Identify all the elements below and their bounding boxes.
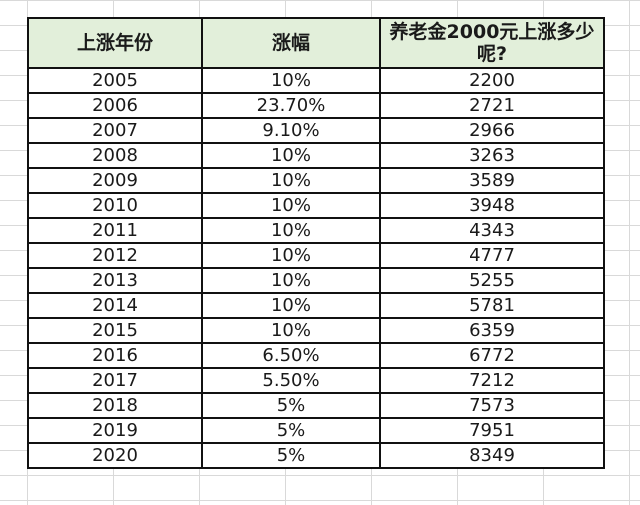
increase-rate-cell[interactable]: 5% [201, 442, 381, 469]
year-cell[interactable]: 2020 [27, 442, 203, 469]
increase-rate-cell[interactable]: 10% [201, 217, 381, 244]
increase-rate-cell[interactable]: 10% [201, 67, 381, 94]
pension-amount-cell[interactable]: 7951 [379, 417, 605, 444]
pension-amount-cell[interactable]: 3263 [379, 142, 605, 169]
pension-amount-cell[interactable]: 8349 [379, 442, 605, 469]
table-row: 2005 10% 2200 [27, 67, 605, 94]
increase-rate-cell[interactable]: 23.70% [201, 92, 381, 119]
pension-amount-cell[interactable]: 6772 [379, 342, 605, 369]
increase-rate-cell[interactable]: 10% [201, 192, 381, 219]
increase-rate-cell[interactable]: 5% [201, 392, 381, 419]
pension-amount-cell[interactable]: 3589 [379, 167, 605, 194]
table-row: 2013 10% 5255 [27, 267, 605, 294]
increase-rate-cell[interactable]: 10% [201, 267, 381, 294]
pension-amount-cell[interactable]: 5255 [379, 267, 605, 294]
table-row: 2006 23.70% 2721 [27, 92, 605, 119]
table-row: 2019 5% 7951 [27, 417, 605, 444]
year-cell[interactable]: 2009 [27, 167, 203, 194]
table-row: 2014 10% 5781 [27, 292, 605, 319]
increase-rate-cell[interactable]: 6.50% [201, 342, 381, 369]
increase-rate-cell[interactable]: 10% [201, 317, 381, 344]
year-cell[interactable]: 2008 [27, 142, 203, 169]
increase-rate-cell[interactable]: 5% [201, 417, 381, 444]
table-row: 2017 5.50% 7212 [27, 367, 605, 394]
year-cell[interactable]: 2016 [27, 342, 203, 369]
pension-amount-cell[interactable]: 4777 [379, 242, 605, 269]
pension-amount-cell[interactable]: 2200 [379, 67, 605, 94]
table-body: 2005 10% 2200 2006 23.70% 2721 2007 9.10% 2966 20… [27, 67, 605, 469]
increase-rate-cell[interactable]: 9.10% [201, 117, 381, 144]
year-cell[interactable]: 2007 [27, 117, 203, 144]
header-cell-year[interactable]: 上涨年份 [27, 17, 203, 69]
header-cell-increase-rate[interactable]: 涨幅 [201, 17, 381, 69]
table-row: 2018 5% 7573 [27, 392, 605, 419]
table-row: 2012 10% 4777 [27, 242, 605, 269]
pension-amount-cell[interactable]: 2721 [379, 92, 605, 119]
pension-amount-cell[interactable]: 2966 [379, 117, 605, 144]
pension-amount-cell[interactable]: 5781 [379, 292, 605, 319]
year-cell[interactable]: 2011 [27, 217, 203, 244]
header-cell-pension-amount[interactable]: 养老金2000元上涨多少呢? [379, 17, 605, 69]
year-cell[interactable]: 2012 [27, 242, 203, 269]
year-cell[interactable]: 2019 [27, 417, 203, 444]
year-cell[interactable]: 2010 [27, 192, 203, 219]
increase-rate-cell[interactable]: 10% [201, 142, 381, 169]
table-row: 2011 10% 4343 [27, 217, 605, 244]
pension-amount-cell[interactable]: 7212 [379, 367, 605, 394]
table-row: 2009 10% 3589 [27, 167, 605, 194]
pension-increase-table: 上涨年份 涨幅 养老金2000元上涨多少呢? 2005 10% 2200 2006 23… [27, 17, 605, 469]
table-row: 2016 6.50% 6772 [27, 342, 605, 369]
increase-rate-cell[interactable]: 10% [201, 167, 381, 194]
pension-amount-cell[interactable]: 4343 [379, 217, 605, 244]
increase-rate-cell[interactable]: 10% [201, 242, 381, 269]
year-cell[interactable]: 2013 [27, 267, 203, 294]
year-cell[interactable]: 2015 [27, 317, 203, 344]
table-row: 2010 10% 3948 [27, 192, 605, 219]
table-row: 2007 9.10% 2966 [27, 117, 605, 144]
pension-amount-cell[interactable]: 6359 [379, 317, 605, 344]
table-row: 2020 5% 8349 [27, 442, 605, 469]
table-row: 2008 10% 3263 [27, 142, 605, 169]
table-row: 2015 10% 6359 [27, 317, 605, 344]
year-cell[interactable]: 2017 [27, 367, 203, 394]
year-cell[interactable]: 2005 [27, 67, 203, 94]
year-cell[interactable]: 2018 [27, 392, 203, 419]
increase-rate-cell[interactable]: 10% [201, 292, 381, 319]
header-row: 上涨年份 涨幅 养老金2000元上涨多少呢? [27, 17, 605, 69]
pension-amount-cell[interactable]: 3948 [379, 192, 605, 219]
increase-rate-cell[interactable]: 5.50% [201, 367, 381, 394]
year-cell[interactable]: 2014 [27, 292, 203, 319]
pension-amount-cell[interactable]: 7573 [379, 392, 605, 419]
year-cell[interactable]: 2006 [27, 92, 203, 119]
